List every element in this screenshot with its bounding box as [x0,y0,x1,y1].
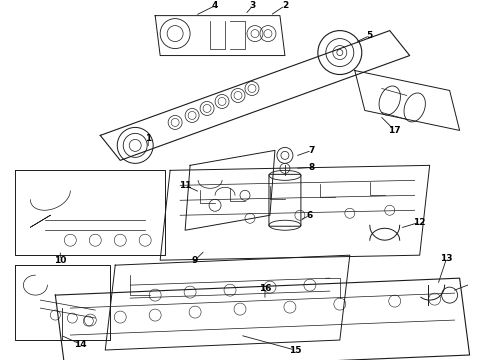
Text: 6: 6 [307,211,313,220]
Text: 13: 13 [441,254,453,263]
Text: 11: 11 [179,181,192,190]
Text: 14: 14 [74,339,87,348]
Text: 8: 8 [309,163,315,172]
Text: 5: 5 [367,31,373,40]
Text: 15: 15 [289,346,301,355]
Text: 7: 7 [309,146,315,155]
Text: 17: 17 [389,126,401,135]
Text: 1: 1 [145,134,151,143]
Text: 4: 4 [212,1,218,10]
Text: 12: 12 [414,218,426,227]
Text: 9: 9 [192,256,198,265]
Text: 2: 2 [282,1,288,10]
Text: 3: 3 [250,1,256,10]
Text: 16: 16 [259,284,271,293]
Text: 10: 10 [54,256,67,265]
